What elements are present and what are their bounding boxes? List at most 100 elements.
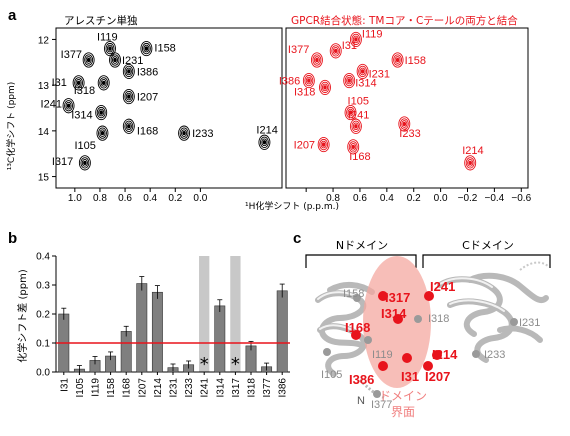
peak-label: I31 [342, 40, 357, 52]
x-axis-title: ¹H化学シフト (p.p.m.) [245, 200, 339, 212]
residue-label-i317: I317 [385, 290, 410, 305]
y-tick-label: 0.3 [36, 281, 50, 292]
nmr-peak [344, 104, 357, 121]
peak-label: I31 [52, 77, 67, 89]
x-tick-label: 0.2 [407, 193, 421, 204]
nmr-peak [82, 52, 95, 68]
nmr-peak [349, 118, 362, 134]
nmr-peak [95, 104, 108, 121]
x-tick-label: −0.2 [458, 193, 478, 204]
peak-label: I386 [279, 76, 300, 88]
peak-label: I233 [399, 128, 420, 140]
x-tick-label: −0.4 [485, 193, 505, 204]
peak-label: I377 [61, 49, 82, 61]
peak-label: I318 [294, 86, 315, 98]
residue-label-i231: I231 [519, 317, 540, 329]
nmr-peak [343, 72, 356, 89]
right-spectrum-title: GPCR結合状態: TMコア・Cテールの両方と結合 [291, 14, 518, 27]
peak-label: I317 [52, 156, 73, 168]
n-terminus-label: N [357, 395, 365, 407]
other-residue-labels: I158 I318 I231 I119 I233 I105 I377 N [321, 288, 540, 411]
x-tick-label: 0.8 [93, 193, 107, 204]
nmr-peak [464, 155, 477, 171]
n-domain-label: Nドメイン [336, 239, 388, 252]
highlighted-residue-labels: I241 I317 I314 I168 I386 I214 I31 I207 [345, 279, 458, 387]
interface-label-line1: ドメイン [379, 389, 427, 403]
peak-label: I233 [192, 128, 213, 140]
nmr-peak [109, 52, 121, 68]
y-tick-label: 0.1 [36, 339, 50, 350]
y-tick-label: 12 [38, 35, 50, 46]
x-tick-label: I214 [153, 378, 164, 398]
bar [151, 285, 163, 373]
y-axis-title: ¹³C化学シフト (ppm) [5, 82, 17, 171]
bar [167, 363, 179, 373]
nmr-peak [310, 52, 323, 68]
nmr-peak [329, 43, 342, 59]
peak-label: I105 [74, 140, 95, 152]
x-tick-label: 0.6 [118, 193, 132, 204]
y-tick-label: 14 [38, 127, 50, 138]
nmr-peak [78, 155, 91, 171]
bar [105, 351, 117, 373]
panel-c-structure: Nドメイン Cドメイン [305, 239, 551, 419]
nmr-peak [122, 118, 135, 134]
nmr-peak [347, 139, 360, 155]
residue-label-i233: I233 [484, 349, 505, 361]
asterisk-marker: * [231, 354, 240, 375]
x-tick-label: I233 [184, 378, 195, 398]
nmr-peak [62, 98, 75, 114]
x-tick-label: 0.0 [193, 193, 207, 204]
x-tick-label: I318 [247, 378, 258, 398]
residue-label-i158: I158 [343, 288, 364, 300]
highlighted-residue-spheres [351, 291, 442, 371]
nmr-peak [140, 40, 153, 57]
x-tick-label: I377 [262, 378, 273, 398]
x-tick-label: I105 [75, 378, 86, 398]
residue-label-i214: I214 [432, 347, 458, 362]
nmr-peak [302, 72, 315, 89]
panel-b-bar-chart: 0.0 0.1 0.2 0.3 0.4 I31 I105 I119 I158 I168 I207 I… [16, 252, 290, 398]
bar [136, 276, 148, 373]
nmr-peak [97, 75, 110, 91]
x-tick-label: I168 [122, 378, 133, 398]
peak-label: I241 [41, 99, 62, 111]
residue-label-i386: I386 [349, 372, 374, 387]
bar [183, 360, 195, 373]
x-tick-label: I241 [200, 378, 211, 398]
bar [245, 340, 257, 373]
bar [261, 362, 273, 373]
right-spectrum-frame [285, 27, 529, 189]
left-spectrum-title: アレスチン単独 [64, 14, 138, 27]
nmr-peak [122, 88, 135, 105]
n-domain-bracket [305, 254, 417, 268]
x-tick-label: 0.6 [353, 193, 367, 204]
nmr-peak [317, 136, 330, 153]
peak-label: I119 [362, 28, 383, 40]
left-spectrum-frame [55, 27, 283, 189]
y-tick-label: 13 [38, 81, 50, 92]
asterisk-marker: * [200, 354, 209, 375]
c-domain-bracket [422, 254, 551, 268]
peak-label: I207 [294, 140, 315, 152]
y-tick-label: 0.0 [36, 368, 50, 379]
peak-label: I105 [348, 96, 369, 108]
residue-label-i318: I318 [428, 313, 449, 325]
peak-label: I386 [137, 66, 158, 78]
c-terminal-tail [519, 261, 549, 271]
x-tick-label: I31 [59, 378, 70, 392]
residue-label-i168: I168 [345, 320, 370, 335]
c-domain-label: Cドメイン [462, 239, 514, 252]
x-tick-label: I314 [215, 378, 226, 398]
panel-letter-a: a [8, 7, 17, 24]
nmr-peak [72, 75, 85, 91]
bar [73, 365, 85, 373]
interface-label-line2: 界面 [391, 405, 415, 419]
panel-letter-c: c [293, 230, 301, 247]
nmr-peak [356, 63, 369, 80]
x-tick-label: 0.0 [434, 193, 448, 204]
bar [58, 307, 70, 373]
nmr-peak [398, 116, 411, 132]
